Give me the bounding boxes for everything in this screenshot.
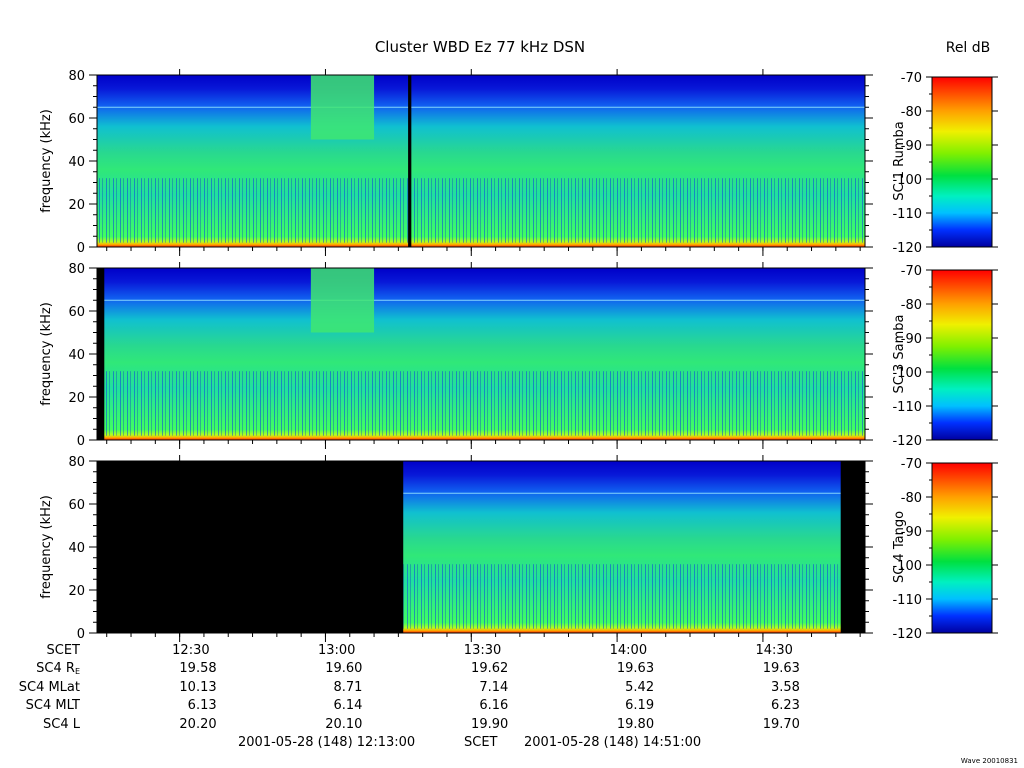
y-tick-label-2-40: 40 [68, 348, 85, 363]
colorbar-tick-label-2-2: -90 [901, 332, 922, 347]
ephem-value-2-2: 7.14 [479, 680, 509, 695]
y-tick-label-1-0: 0 [77, 241, 85, 256]
burst-region-2 [310, 268, 375, 333]
ephem-value-2-0: 10.13 [179, 680, 217, 695]
ephem-value-2-3: 5.42 [625, 680, 655, 695]
spacecraft-label-1: SC 1 Rumba [892, 121, 907, 200]
colorbar-tick-label-1-1: -80 [901, 105, 922, 120]
y-tick-label-3-40: 40 [68, 541, 85, 556]
ephem-value-2-4: 3.58 [770, 680, 800, 695]
y-tick-label-2-20: 20 [68, 391, 85, 406]
footer-end-time: 2001-05-28 (148) 14:51:00 [524, 735, 702, 750]
colorbar-3 [931, 462, 993, 634]
colorbar-tick-label-2-5: -120 [892, 434, 922, 449]
y-tick-label-3-80: 80 [68, 455, 85, 470]
footer-scet: SCET [464, 735, 498, 750]
ephem-value-1-1: 19.60 [325, 661, 363, 676]
ephem-label-l: SC4 L [43, 717, 80, 732]
y-tick-label-1-20: 20 [68, 198, 85, 213]
y-axis-label-1: frequency (kHz) [39, 109, 54, 213]
footer-start-time: 2001-05-28 (148) 12:13:00 [238, 735, 416, 750]
ephem-value-4-2: 19.90 [471, 717, 509, 732]
y-tick-label-3-20: 20 [68, 584, 85, 599]
colorbar-tick-label-1-3: -100 [892, 173, 922, 188]
colorbar-2 [931, 269, 993, 441]
colorbar-tick-label-1-0: -70 [901, 71, 922, 86]
ephem-value-0-0: 12:30 [172, 643, 210, 658]
colorbar-tick-label-2-0: -70 [901, 264, 922, 279]
y-tick-label-2-0: 0 [77, 434, 85, 449]
ephem-value-3-4: 6.23 [770, 698, 800, 713]
ephem-value-3-2: 6.16 [479, 698, 509, 713]
ephem-value-3-0: 6.13 [187, 698, 217, 713]
colorbar-tick-label-2-1: -80 [901, 298, 922, 313]
ephem-value-4-3: 19.80 [616, 717, 655, 732]
ephem-label-mlat: SC4 MLat [18, 680, 80, 695]
ephem-value-0-2: 13:30 [463, 643, 502, 658]
data-gap-1-0 [408, 75, 412, 247]
ephem-label-scet: SCET [46, 643, 80, 658]
spacecraft-label-2: SC 3 Samba [892, 315, 907, 394]
data-gap-3-1 [840, 461, 865, 633]
ephem-value-2-1: 8.71 [333, 680, 363, 695]
colorbar-tick-label-1-4: -110 [892, 207, 922, 222]
y-axis-label-2: frequency (kHz) [39, 302, 54, 406]
ephem-value-0-3: 14:00 [609, 643, 648, 658]
ephem-value-1-4: 19.63 [762, 661, 800, 676]
colorbar-tick-label-3-0: -70 [901, 457, 922, 472]
ephem-value-3-3: 6.19 [625, 698, 655, 713]
y-tick-label-3-60: 60 [68, 498, 85, 513]
colorbar-1 [931, 76, 993, 248]
ephem-value-0-1: 13:00 [317, 643, 356, 658]
ephem-value-4-0: 20.20 [179, 717, 217, 732]
burst-region-1 [310, 75, 375, 140]
ephem-value-1-2: 19.62 [471, 661, 509, 676]
y-tick-label-3-0: 0 [77, 627, 85, 642]
colorbar-tick-label-3-2: -90 [901, 525, 922, 540]
ephem-value-3-1: 6.14 [333, 698, 363, 713]
spacecraft-label-3: SC 4 Tango [892, 511, 907, 583]
colorbar-tick-label-1-2: -90 [901, 139, 922, 154]
colorbar-tick-label-2-4: -110 [892, 400, 922, 415]
colorbar-tick-label-2-3: -100 [892, 366, 922, 381]
spectrogram-streaks-2 [97, 371, 865, 436]
ephem-value-0-4: 14:30 [755, 643, 793, 658]
ephem-label-re: SC4 RE [36, 661, 80, 676]
y-tick-label-1-80: 80 [68, 69, 85, 84]
y-axis-label-3: frequency (kHz) [39, 495, 54, 599]
y-tick-label-1-60: 60 [68, 112, 85, 127]
y-tick-label-2-80: 80 [68, 262, 85, 277]
colorbar-tick-label-3-4: -110 [892, 593, 922, 608]
ephem-value-1-3: 19.63 [616, 661, 655, 676]
colorbar-tick-label-3-1: -80 [901, 491, 922, 506]
data-gap-3-0 [97, 461, 404, 633]
spectrogram-streaks-1 [97, 178, 865, 243]
ephem-label-mlt: SC4 MLT [25, 698, 80, 713]
ephem-value-4-1: 20.10 [325, 717, 363, 732]
ephem-value-4-4: 19.70 [762, 717, 800, 732]
colorbar-title: Rel dB [946, 40, 991, 56]
colorbar-tick-label-3-3: -100 [892, 559, 922, 574]
credit-label: Wave 20010831 [961, 757, 1018, 765]
y-tick-label-2-60: 60 [68, 305, 85, 320]
chart-title: Cluster WBD Ez 77 kHz DSN [375, 38, 585, 56]
data-gap-2-0 [97, 268, 105, 440]
colorbar-tick-label-3-5: -120 [892, 627, 922, 642]
colorbar-tick-label-1-5: -120 [892, 241, 922, 256]
panels-group: 0 20 40 60 80 frequency (kHz) SC 1 Rumba -70 -80… [39, 69, 998, 642]
y-tick-label-1-40: 40 [68, 155, 85, 170]
ephem-value-1-0: 19.58 [179, 661, 217, 676]
